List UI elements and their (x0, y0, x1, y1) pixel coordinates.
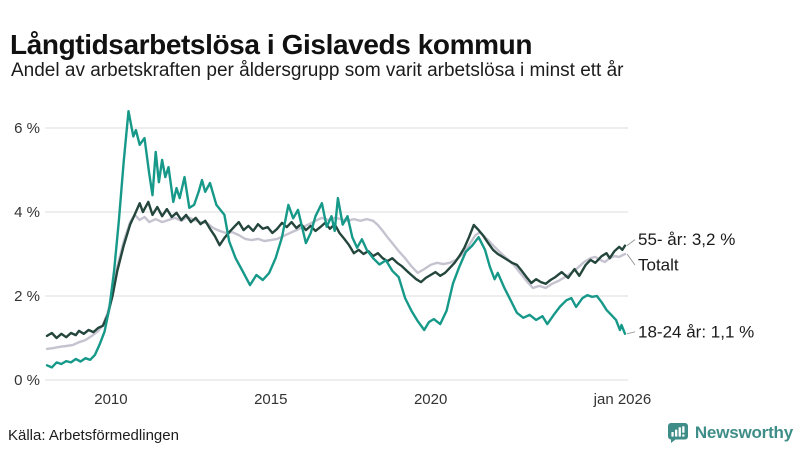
leader-line (626, 331, 636, 335)
leader-line (626, 239, 636, 247)
newsworthy-icon (667, 422, 689, 444)
x-tick-label: 2020 (414, 391, 447, 408)
line-chart: 0 % 2 % 4 % 6 % 2010 2015 2020 jan 2026 Totalt 55… (14, 110, 754, 408)
page-title: Långtidsarbetslösa i Gislaveds kommun (10, 28, 533, 60)
series-line-18-24-r (45, 110, 627, 369)
x-tick-label: 2010 (94, 391, 127, 408)
series-end-label-18-24-r: 18-24 år: 1,1 % (638, 322, 754, 341)
newsworthy-wordmark: Newsworthy (694, 423, 793, 442)
y-tick-label: 4 % (14, 204, 40, 221)
x-tick-label: 2015 (254, 391, 287, 408)
series-end-label-55-r: 55- år: 3,2 % (638, 230, 735, 249)
page-subtitle: Andel av arbetskraften per åldersgrupp s… (11, 60, 624, 81)
chart-area: 0 % 2 % 4 % 6 % 2010 2015 2020 jan 2026 Totalt 55… (0, 88, 800, 418)
leader-line (626, 253, 636, 266)
x-tick-label: jan 2026 (593, 391, 652, 408)
newsworthy-logo: Newsworthy (667, 422, 793, 444)
series-end-label-totalt: Totalt (638, 256, 679, 275)
source-note: Källa: Arbetsförmedlingen (8, 427, 179, 444)
y-tick-label: 2 % (14, 288, 40, 305)
y-tick-label: 6 % (14, 120, 40, 137)
y-tick-label: 0 % (14, 372, 40, 389)
